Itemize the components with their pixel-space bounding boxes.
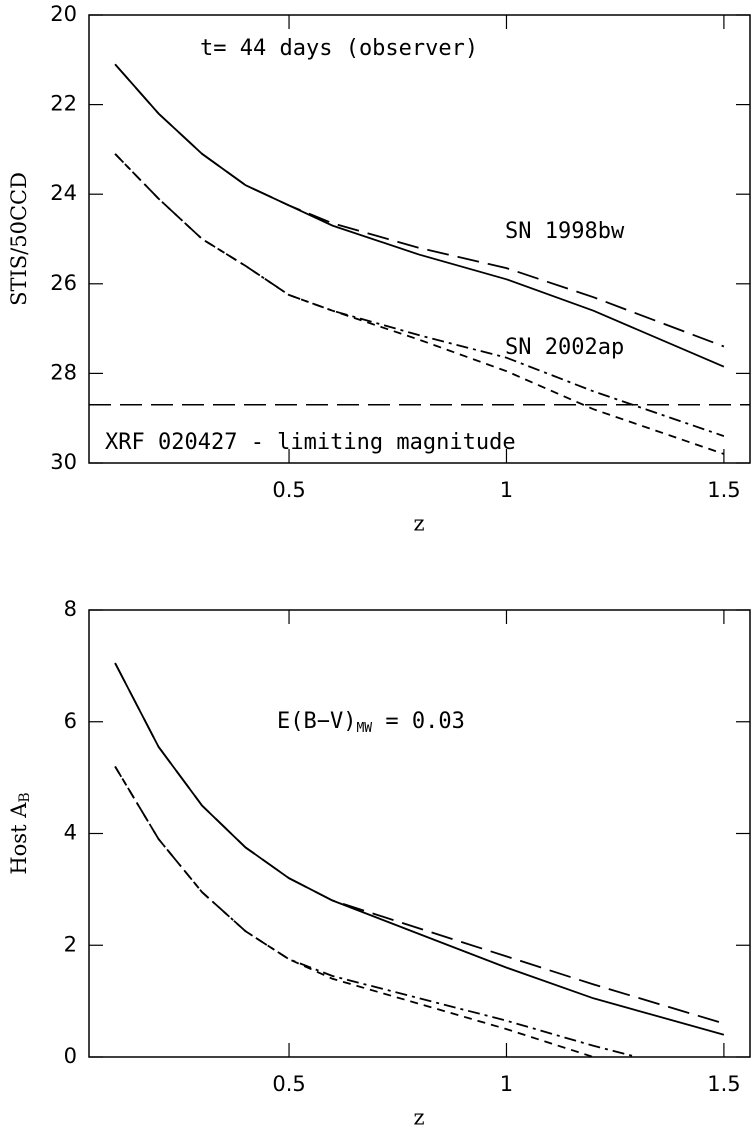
y-axis-label-main: Host A <box>7 802 31 875</box>
series-line <box>114 153 725 455</box>
annotation-tail: = 0.03 <box>372 709 465 734</box>
annotation: SN 2002ap <box>505 335 624 360</box>
x-tick-label: 0.5 <box>272 478 305 502</box>
y-tick-label: 0 <box>64 1044 77 1068</box>
y-axis-label-sub: B <box>17 792 33 802</box>
x-axis-label: z <box>413 512 424 536</box>
x-tick-label: 1 <box>500 1072 513 1096</box>
plot-frame <box>88 14 751 464</box>
y-tick-label: 8 <box>64 597 77 621</box>
annotation-sub: MW <box>356 721 372 736</box>
annotation: t= 44 days (observer) <box>200 36 478 61</box>
annotation-main: E(B−V) <box>277 709 356 734</box>
annotation: E(B−V)MW = 0.03 <box>277 709 465 736</box>
y-tick-label: 2 <box>64 932 77 956</box>
y-tick-label: 24 <box>50 181 77 205</box>
y-tick-label: 30 <box>50 450 77 474</box>
x-tick-label: 0.5 <box>272 1072 305 1096</box>
y-tick-label: 22 <box>50 92 77 116</box>
y-axis-label: Host AB <box>7 792 34 874</box>
x-tick-label: 1 <box>500 478 513 502</box>
series-line <box>114 63 725 348</box>
series-line <box>114 153 725 437</box>
y-tick-label: 28 <box>50 360 77 384</box>
series-line <box>114 63 725 368</box>
y-axis-label: STIS/50CCD <box>7 172 31 306</box>
y-tick-label: 20 <box>50 2 77 26</box>
x-tick-label: 1.5 <box>707 1072 740 1096</box>
y-axis-label-main: STIS/50CCD <box>7 172 31 306</box>
y-tick-label: 6 <box>64 709 77 733</box>
y-tick-label: 26 <box>50 271 77 295</box>
x-axis-label: z <box>413 1106 424 1130</box>
y-tick-label: 4 <box>64 821 77 845</box>
x-tick-label: 1.5 <box>707 478 740 502</box>
annotation: SN 1998bw <box>505 219 625 244</box>
plot-frame <box>88 609 751 1058</box>
series-line <box>114 662 725 1025</box>
series-line <box>114 766 638 1058</box>
annotation: XRF 020427 - limiting magnitude <box>105 430 516 455</box>
series-line <box>114 766 594 1058</box>
